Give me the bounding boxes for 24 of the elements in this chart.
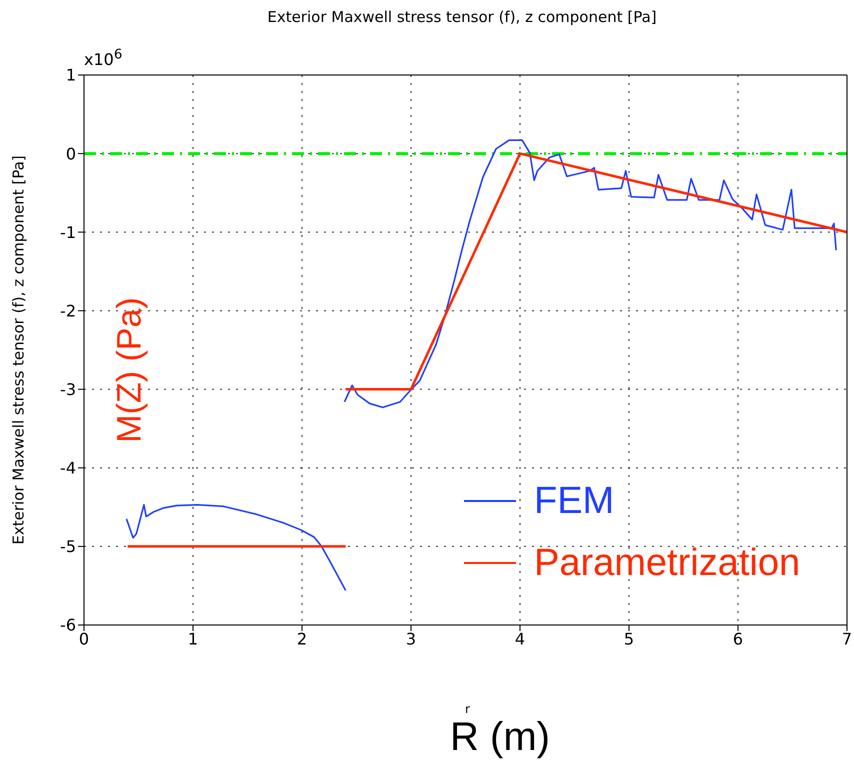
y-tick-label: -2 [60,301,76,320]
x-tick-label: 2 [296,629,308,648]
x-tick-label: 4 [514,629,526,648]
y-axis-title: Exterior Maxwell stress tensor (f), z component [Pa] [9,155,28,545]
text: R (m) [450,715,550,760]
legend-label: FEM [534,480,614,522]
legend-label: Parametrization [534,542,800,584]
y-tick-label: -3 [60,380,76,399]
y-tick-label: 0 [66,144,76,164]
y-tick-label: -1 [60,222,76,242]
x-tick-label: 0 [78,629,90,648]
x-tick-label: 7 [842,629,852,648]
x-tick-label: 5 [624,629,634,648]
text: x10$^{6}$ [84,48,122,70]
y-tick-label: -4 [60,458,76,478]
y-tick-label: -5 [60,537,76,556]
x-tick-label: 3 [406,629,416,648]
y-tick-label: -6 [60,616,76,635]
x-tick-label: 1 [188,629,198,648]
x-tick-label: 6 [732,629,744,648]
x-axis-title: r [465,702,470,716]
chart-title: Exterior Maxwell stress tensor (f), z component [Pa] [266,8,658,26]
y-tick-label: 1 [66,66,76,85]
annotation: M(Z) (Pa) [110,297,150,443]
